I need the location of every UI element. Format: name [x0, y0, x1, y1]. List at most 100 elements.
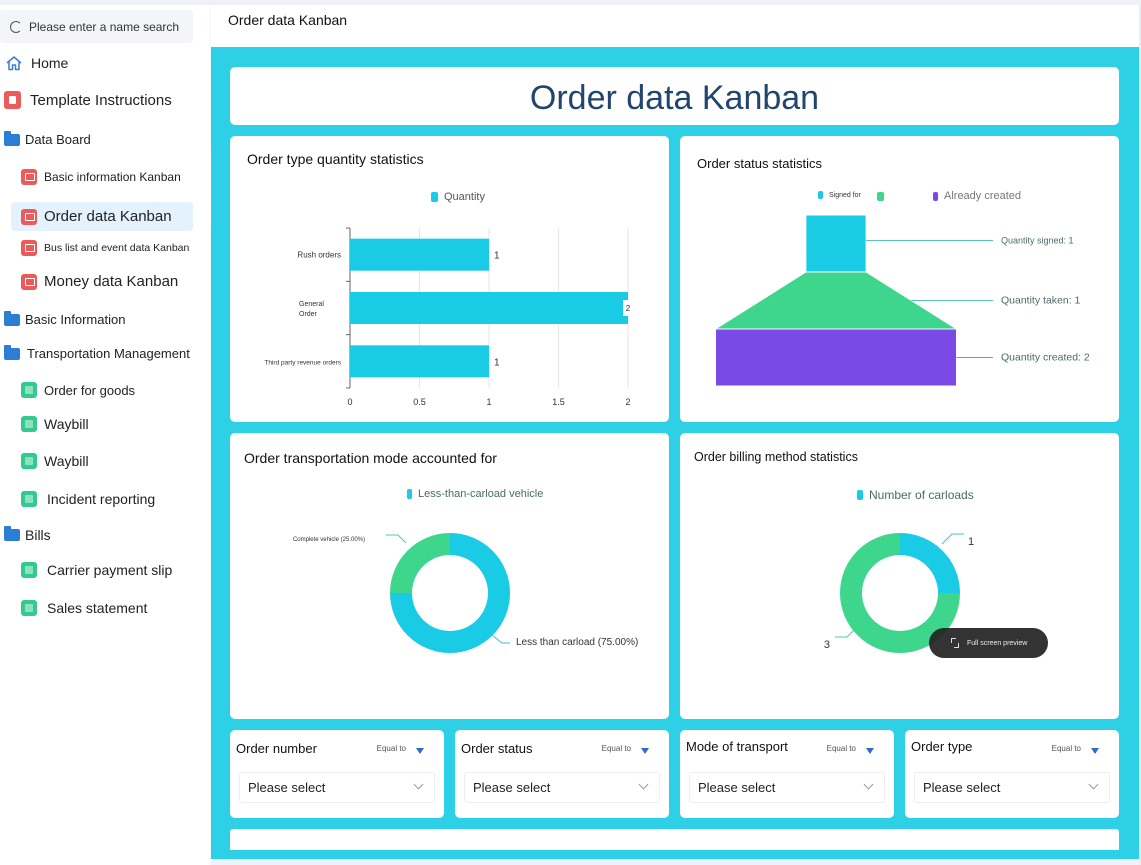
sidebar-item-bus-list-kanban[interactable]: Bus list and event data Kanban	[21, 240, 189, 256]
sidebar-item-sales-statement[interactable]: Sales statement	[21, 600, 147, 616]
sidebar-item-label: Carrier payment slip	[47, 562, 173, 578]
sidebar-item-data-board[interactable]: Data Board	[4, 130, 91, 147]
sidebar-item-label: Incident reporting	[47, 491, 156, 507]
chart-legend[interactable]: Less-than-carload vehicle	[407, 488, 543, 500]
search-input[interactable]: Please enter a name search	[0, 10, 193, 43]
bar	[350, 292, 628, 324]
sidebar-item-carrier-payment-slip[interactable]: Carrier payment slip	[21, 562, 172, 578]
x-tick-label: 1.5	[552, 397, 565, 407]
sidebar-item-incident-reporting[interactable]: Incident reporting	[21, 491, 155, 507]
bar-chart: 0 0.5 1 1.5 2 Rush orders 1 General Order 2 Third …	[264, 227, 633, 407]
label-leader-line	[491, 634, 510, 644]
sidebar-item-bills[interactable]: Bills	[4, 526, 51, 543]
kanban-icon	[21, 208, 37, 225]
folder-icon	[4, 310, 20, 326]
sidebar-item-basic-information-kanban[interactable]: Basic information Kanban	[21, 169, 181, 185]
search-placeholder: Please enter a name search	[29, 19, 180, 34]
filter-select[interactable]: Please select	[689, 772, 885, 803]
x-tick-label: 0.5	[413, 397, 426, 407]
caret-down-icon[interactable]	[641, 748, 649, 754]
sidebar-item-label: Sales statement	[47, 600, 148, 616]
y-category-label: Order	[299, 311, 318, 318]
filter-operator[interactable]: Equal to	[826, 744, 856, 753]
form-icon	[21, 382, 37, 398]
sidebar-item-label: Basic Information	[25, 312, 126, 327]
filter-operator[interactable]: Equal to	[601, 744, 631, 753]
data-label: 1	[494, 251, 500, 262]
legend-label: Less-than-carload vehicle	[418, 488, 544, 500]
filter-select[interactable]: Please select	[239, 772, 435, 803]
legend-item-taken[interactable]	[877, 192, 890, 201]
page-header: Order data Kanban	[211, 5, 1139, 47]
folder-open-icon	[4, 344, 20, 360]
filter-operator[interactable]: Equal to	[1051, 744, 1081, 753]
sidebar-item-waybill[interactable]: Waybill	[21, 416, 89, 432]
transport-mode-chart-card: Order transportation mode accounted for …	[230, 433, 669, 719]
funnel-label: Quantity taken: 1	[1001, 295, 1081, 307]
funnel-label: Quantity signed: 1	[1001, 236, 1074, 246]
filter-select[interactable]: Please select	[914, 772, 1110, 803]
donut-slice	[390, 533, 450, 593]
chart-title: Order billing method statistics	[694, 450, 858, 464]
data-label: 1	[494, 357, 500, 368]
bar	[350, 238, 489, 271]
label-leader-line	[941, 533, 964, 545]
chart-title: Order transportation mode accounted for	[244, 450, 497, 466]
sidebar-item-order-for-goods[interactable]: Order for goods	[21, 382, 135, 398]
kanban-icon	[21, 169, 37, 185]
sidebar-item-money-data-kanban[interactable]: Money data Kanban	[21, 273, 178, 290]
caret-down-icon[interactable]	[416, 748, 424, 754]
caret-down-icon[interactable]	[1091, 748, 1099, 754]
slice-label: Less than carload (75.00%)	[516, 637, 638, 648]
sidebar-item-home[interactable]: Home	[5, 55, 68, 71]
slice-label: 1	[968, 536, 974, 548]
page-title: Order data Kanban	[228, 12, 348, 28]
legend-swatch	[431, 192, 438, 202]
funnel-segment	[715, 328, 957, 387]
sidebar-item-template-instructions[interactable]: Template Instructions	[4, 91, 172, 109]
legend-item-already-created[interactable]: Already created	[933, 190, 1021, 202]
scrollbar-track[interactable]	[1139, 5, 1141, 865]
donut-chart: Less than carload (75.00%) Complete vehic…	[293, 533, 638, 653]
sidebar-item-label: Template Instructions	[30, 91, 172, 109]
filter-operator[interactable]: Equal to	[376, 744, 406, 753]
sidebar-item-label: Order for goods	[44, 382, 136, 398]
billing-method-chart-card: Order billing method statistics Number o…	[680, 433, 1119, 719]
select-placeholder: Please select	[698, 780, 776, 795]
filter-order-number: Order number Equal to Please select	[230, 730, 444, 818]
legend-item-signed-for[interactable]: Signed for	[818, 191, 861, 199]
sidebar-item-label: Bills	[25, 527, 51, 543]
filter-select[interactable]: Please select	[464, 772, 660, 803]
form-icon	[21, 600, 37, 616]
label-leader-line	[835, 627, 857, 638]
filter-label: Order type	[911, 739, 973, 754]
bottom-border	[211, 859, 1139, 865]
form-icon	[21, 491, 37, 507]
filter-label: Mode of transport	[686, 739, 788, 754]
kanban-icon	[21, 240, 37, 256]
tooltip-label: Full screen preview	[967, 639, 1028, 647]
bar	[350, 345, 489, 378]
loading-icon	[10, 20, 22, 33]
sidebar-item-transportation-management[interactable]: Transportation Management	[4, 344, 190, 361]
chevron-down-icon	[638, 779, 649, 790]
legend-label: Quantity	[444, 191, 485, 203]
sidebar-item-basic-information[interactable]: Basic Information	[4, 310, 126, 327]
sidebar-item-label: Money data Kanban	[44, 273, 179, 290]
sidebar-item-order-data-kanban[interactable]: Order data Kanban	[11, 202, 193, 231]
chart-legend[interactable]: Number of carloads	[857, 488, 974, 502]
legend-swatch	[877, 192, 884, 201]
filter-mode-of-transport: Mode of transport Equal to Please select	[680, 730, 894, 818]
chart-title: Order status statistics	[697, 156, 822, 171]
order-status-chart-card: Order status statistics Signed for Alrea…	[680, 136, 1119, 422]
full-screen-preview-button[interactable]: Full screen preview	[929, 628, 1048, 658]
sidebar-item-label: Data Board	[25, 132, 91, 147]
sidebar-item-waybill-2[interactable]: Waybill	[21, 453, 89, 469]
legend-label: Already created	[944, 190, 1022, 202]
chart-legend[interactable]: Quantity	[431, 191, 485, 203]
caret-down-icon[interactable]	[866, 748, 874, 754]
select-placeholder: Please select	[248, 780, 326, 795]
chart-title: Order type quantity statistics	[247, 151, 424, 167]
legend-label: Signed for	[829, 191, 861, 199]
funnel-segment	[805, 214, 867, 273]
